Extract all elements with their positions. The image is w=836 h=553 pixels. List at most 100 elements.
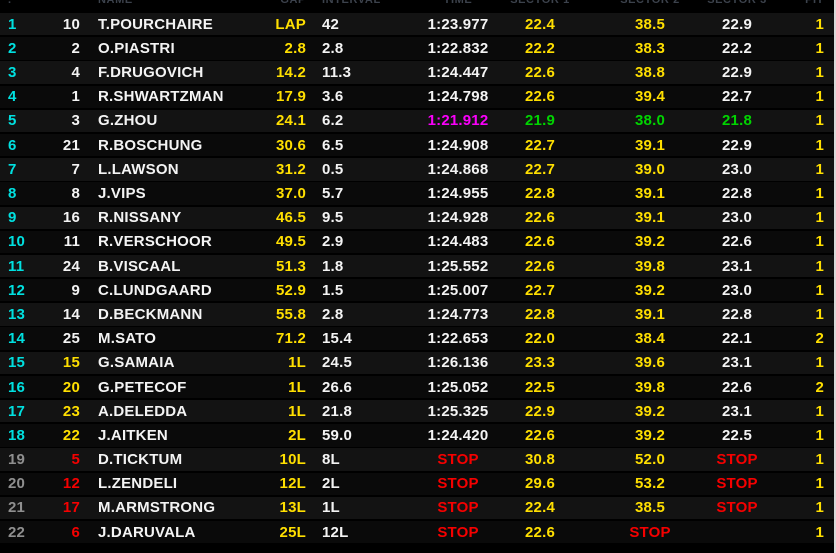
interval-cell: 15.4 — [322, 330, 352, 348]
sector3-cell: 23.0 — [722, 160, 752, 178]
car-number-cell: 22 — [62, 426, 80, 444]
car-number-cell: 14 — [62, 305, 80, 323]
timing-row: 6 21 R.BOSCHUNG 30.6 6.5 1:24.908 22.7 3… — [0, 133, 836, 157]
pit-cell: 1 — [815, 305, 824, 323]
laptime-cell: 1:24.773 — [427, 305, 489, 323]
pit-cell: 1 — [815, 281, 824, 299]
sector3-cell: 22.6 — [722, 233, 752, 251]
sector1-cell: 22.4 — [525, 15, 555, 33]
header-gap: GAP — [280, 0, 306, 6]
pit-cell: 1 — [815, 426, 824, 444]
interval-cell: 3.6 — [322, 88, 344, 106]
interval-cell: 5.7 — [322, 185, 344, 202]
sector3-cell: 22.8 — [722, 305, 752, 323]
sector3-cell: STOP — [716, 475, 758, 493]
interval-cell: 12L — [322, 523, 349, 541]
car-number-cell: 3 — [71, 112, 80, 130]
laptime-cell: 1:21.912 — [427, 112, 489, 130]
driver-name-cell: O.PIASTRI — [98, 39, 175, 57]
car-number-cell: 10 — [62, 15, 80, 33]
gap-cell: 14.2 — [276, 64, 306, 82]
sector2-cell: 39.0 — [635, 160, 665, 178]
gap-cell: 37.0 — [276, 185, 306, 202]
driver-name-cell: D.TICKTUM — [98, 451, 183, 469]
laptime-cell: 1:24.447 — [427, 64, 489, 82]
laptime-cell: 1:22.653 — [427, 330, 489, 348]
position-cell: 8 — [8, 185, 17, 202]
timing-row: 18 22 J.AITKEN 2L 59.0 1:24.420 22.6 39.… — [0, 424, 836, 447]
position-cell: 12 — [8, 281, 26, 299]
pit-cell: 1 — [815, 39, 824, 57]
driver-name-cell: B.VISCAAL — [98, 257, 181, 275]
interval-cell: 2.8 — [322, 39, 344, 57]
right-edge-line — [834, 0, 836, 553]
sector1-cell: 29.6 — [525, 475, 555, 493]
sector1-cell: 22.6 — [525, 88, 555, 106]
driver-name-cell: F.DRUGOVICH — [98, 64, 204, 82]
pit-cell: 2 — [815, 330, 824, 348]
car-number-cell: 20 — [62, 378, 80, 396]
driver-name-cell: R.SHWARTZMAN — [98, 88, 224, 106]
interval-cell: 6.2 — [322, 112, 344, 130]
driver-name-cell: J.VIPS — [98, 185, 146, 202]
laptime-cell: 1:24.928 — [427, 209, 489, 227]
sector3-cell: 22.9 — [722, 64, 752, 82]
driver-name-cell: R.NISSANY — [98, 209, 182, 227]
position-cell: 5 — [8, 112, 17, 130]
car-number-cell: 4 — [71, 64, 80, 82]
sector1-cell: 22.4 — [525, 499, 555, 517]
laptime-cell: 1:24.908 — [427, 136, 489, 154]
pit-cell: 1 — [815, 209, 824, 227]
sector3-cell: 23.1 — [722, 257, 752, 275]
interval-cell: 24.5 — [322, 354, 352, 372]
driver-name-cell: G.SAMAIA — [98, 354, 175, 372]
laptime-cell: 1:24.955 — [427, 185, 489, 202]
pit-cell: 1 — [815, 112, 824, 130]
header-name: NAME — [98, 0, 133, 6]
sector3-cell: 22.8 — [722, 185, 752, 202]
timing-row: 2 2 O.PIASTRI 2.8 2.8 1:22.832 22.2 38.3… — [0, 37, 836, 60]
position-cell: 16 — [8, 378, 26, 396]
car-number-cell: 6 — [71, 523, 80, 541]
sector3-cell: 23.1 — [722, 354, 752, 372]
sector2-cell: 39.8 — [635, 378, 665, 396]
sector2-cell: 38.3 — [635, 39, 665, 57]
gap-cell: 2L — [288, 426, 306, 444]
laptime-cell: 1:26.136 — [427, 354, 489, 372]
timing-row: 10 11 R.VERSCHOOR 49.5 2.9 1:24.483 22.6… — [0, 230, 836, 254]
pit-cell: 1 — [815, 354, 824, 372]
position-cell: 7 — [8, 160, 17, 178]
gap-cell: 10L — [279, 451, 306, 469]
timing-row: 17 23 A.DELEDDA 1L 21.8 1:25.325 22.9 39… — [0, 400, 836, 423]
gap-cell: 52.9 — [276, 281, 306, 299]
sector2-cell: 39.1 — [635, 305, 665, 323]
pit-cell: 1 — [815, 233, 824, 251]
driver-name-cell: M.ARMSTRONG — [98, 499, 216, 517]
timing-row: 21 17 M.ARMSTRONG 13L 1L STOP 22.4 38.5 … — [0, 496, 836, 520]
car-number-cell: 1 — [71, 88, 80, 106]
driver-name-cell: R.BOSCHUNG — [98, 136, 203, 154]
position-cell: 2 — [8, 39, 17, 57]
sector1-cell: 22.6 — [525, 233, 555, 251]
timing-row: 20 12 L.ZENDELI 12L 2L STOP 29.6 53.2 ST… — [0, 472, 836, 495]
position-cell: 11 — [8, 257, 25, 275]
timing-row: 8 8 J.VIPS 37.0 5.7 1:24.955 22.8 39.1 2… — [0, 182, 836, 205]
position-cell: 18 — [8, 426, 26, 444]
driver-name-cell: A.DELEDDA — [98, 402, 188, 420]
position-cell: 22 — [8, 523, 26, 541]
driver-name-cell: J.AITKEN — [98, 426, 168, 444]
driver-name-cell: C.LUNDGAARD — [98, 281, 212, 299]
header-time: TIME — [443, 0, 473, 6]
sector1-cell: 30.8 — [525, 451, 555, 469]
sector1-cell: 22.6 — [525, 523, 555, 541]
gap-cell: 55.8 — [276, 305, 306, 323]
laptime-cell: 1:23.977 — [427, 15, 489, 33]
sector3-cell: 23.1 — [722, 402, 752, 420]
laptime-cell: STOP — [437, 451, 479, 469]
interval-cell: 1L — [322, 499, 340, 517]
timing-row: 16 20 G.PETECOF 1L 26.6 1:25.052 22.5 39… — [0, 375, 836, 399]
gap-cell: 46.5 — [276, 209, 306, 227]
sector1-cell: 22.7 — [525, 281, 555, 299]
gap-cell: 51.3 — [276, 257, 306, 275]
position-cell: 6 — [8, 136, 17, 154]
